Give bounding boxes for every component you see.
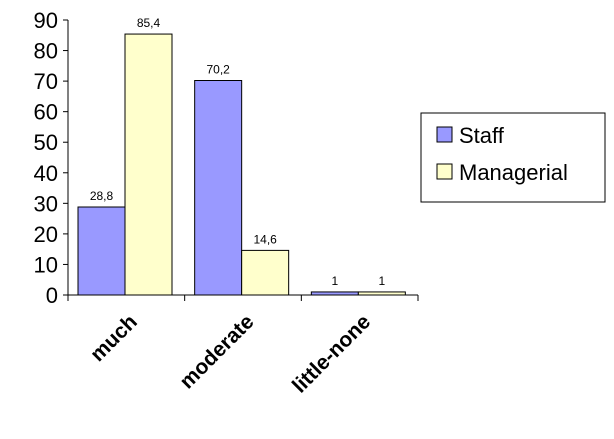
legend-label-managerial: Managerial <box>459 160 568 185</box>
y-tick-label: 0 <box>46 283 58 308</box>
bar-managerial-moderate <box>241 249 290 296</box>
y-tick-label: 50 <box>34 130 58 155</box>
y-tick-label: 70 <box>34 69 58 94</box>
data-label: 1 <box>331 274 338 288</box>
legend-box <box>420 112 606 203</box>
data-label: 1 <box>378 274 385 288</box>
y-tick-label: 10 <box>34 252 58 277</box>
bar-staff-moderate <box>194 80 243 296</box>
data-label: 14,6 <box>253 232 277 246</box>
y-tick-label: 30 <box>34 191 58 216</box>
legend-swatch-staff <box>436 126 453 143</box>
data-label: 28,8 <box>90 189 114 203</box>
y-tick-label: 40 <box>34 161 58 186</box>
y-tick-label: 60 <box>34 100 58 125</box>
x-axis-labels: much moderate little-none <box>86 310 375 397</box>
x-tick-label: moderate <box>175 310 258 393</box>
x-tick-label: little-none <box>288 310 375 397</box>
y-tick-label: 80 <box>34 39 58 64</box>
bars <box>77 33 406 296</box>
data-label: 85,4 <box>137 16 161 30</box>
data-labels: 28,8 85,4 70,2 14,6 1 1 <box>90 16 386 288</box>
data-label: 70,2 <box>206 63 230 77</box>
bar-managerial-much <box>124 33 173 296</box>
legend-label-staff: Staff <box>459 123 505 148</box>
y-tick-label: 20 <box>34 222 58 247</box>
legend: Staff Managerial <box>420 112 606 203</box>
y-axis-ticks: 0 10 20 30 40 50 60 70 80 90 <box>34 8 68 308</box>
y-tick-label: 90 <box>34 8 58 33</box>
x-axis-ticks <box>67 295 419 301</box>
legend-swatch-managerial <box>436 163 453 180</box>
bar-staff-much <box>77 206 126 296</box>
x-tick-label: much <box>86 310 142 366</box>
